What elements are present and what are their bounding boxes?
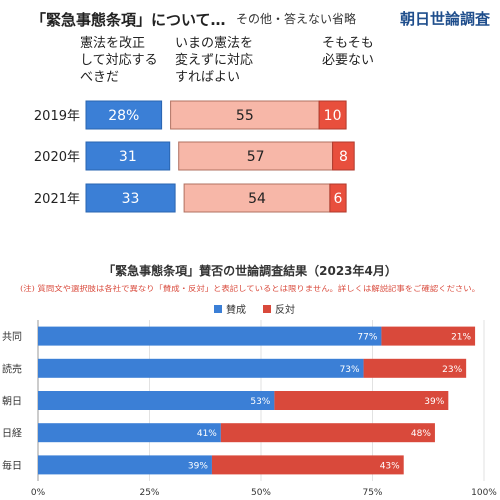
bar-segment [38, 391, 275, 410]
x-tick-label: 75% [362, 488, 382, 498]
bar-value-label: 54 [248, 191, 266, 207]
series-label: 必要ない [322, 53, 374, 68]
yearly-chart: 「緊急事態条項」について… その他・答えない省略 朝日世論調査憲法を改正して対応する… [31, 10, 491, 213]
bar-segment [38, 358, 364, 378]
x-tick-label: 0% [31, 488, 46, 498]
bar-segment [329, 183, 347, 213]
bar-value-label: 57 [247, 149, 265, 165]
bar-segment [38, 455, 212, 475]
bar-value-label: 73% [340, 365, 360, 375]
series-label: べきだ [80, 70, 119, 85]
bar-segment [332, 141, 355, 171]
x-tick-label: 100% [471, 488, 497, 498]
bar-segment [274, 391, 449, 410]
bar-value-label: 28% [108, 108, 139, 124]
poll-comparison-chart: 「緊急事態条項」賛否の世論調査結果（2023年4月） (注) 質問文や選択肢は各社… [2, 263, 497, 498]
bar-value-label: 10 [324, 108, 342, 124]
year-label: 2021年 [34, 192, 80, 207]
bar-segment [178, 141, 334, 171]
bar-value-label: 21% [451, 333, 471, 343]
bar-segment [85, 183, 176, 213]
year-label: 2020年 [34, 150, 80, 165]
legend-swatch [263, 305, 271, 313]
bar-segment [85, 100, 163, 130]
chart-title: 「緊急事態条項」について… [31, 11, 226, 29]
category-label: 共同 [2, 331, 22, 343]
bar-value-label: 39% [424, 397, 444, 407]
series-label: そもそも [322, 36, 374, 51]
bar-value-label: 53% [250, 397, 270, 407]
bar-value-label: 39% [188, 461, 208, 471]
series-label: すればよい [175, 70, 240, 85]
bar-segment [85, 141, 171, 171]
bar-value-label: 23% [442, 365, 462, 375]
category-label: 読売 [2, 362, 22, 375]
bar-value-label: 41% [197, 429, 217, 439]
category-label: 朝日 [2, 396, 22, 408]
bar-segment [318, 100, 347, 130]
bar-segment [38, 423, 221, 443]
x-tick-label: 50% [251, 488, 271, 498]
series-label: 憲法を改正 [80, 35, 145, 51]
legend-label: 反対 [275, 303, 295, 316]
legend-swatch [214, 305, 222, 313]
year-label: 2019年 [34, 109, 80, 124]
category-label: 毎日 [2, 459, 22, 472]
category-label: 日経 [2, 427, 22, 440]
bar-value-label: 55 [236, 108, 254, 124]
bar-segment [363, 358, 467, 378]
bar-segment [211, 455, 404, 475]
legend-label: 賛成 [226, 303, 246, 316]
omission-note: その他・答えない省略 [236, 11, 356, 26]
bar-value-label: 8 [339, 149, 348, 165]
chart-note: (注) 質問文や選択肢は各社で異なり「賛成・反対」と表記しているとは限りません。… [20, 284, 480, 293]
bar-value-label: 33 [122, 191, 140, 207]
bar-segment [381, 326, 476, 346]
brand-label: 朝日世論調査 [400, 10, 491, 28]
bar-value-label: 43% [380, 461, 400, 471]
bar-segment [38, 326, 382, 346]
bar-value-label: 77% [357, 333, 377, 343]
bar-value-label: 48% [411, 429, 431, 439]
series-label: して対応する [80, 53, 158, 68]
bar-segment [170, 100, 320, 130]
x-tick-label: 25% [139, 488, 159, 498]
bar-segment [220, 423, 435, 443]
series-label: いまの憲法を [175, 35, 253, 51]
series-label: 変えずに対応 [175, 52, 253, 68]
chart-title: 「緊急事態条項」賛否の世論調査結果（2023年4月） [103, 263, 397, 278]
bar-value-label: 6 [334, 191, 343, 207]
bar-value-label: 31 [119, 149, 137, 165]
